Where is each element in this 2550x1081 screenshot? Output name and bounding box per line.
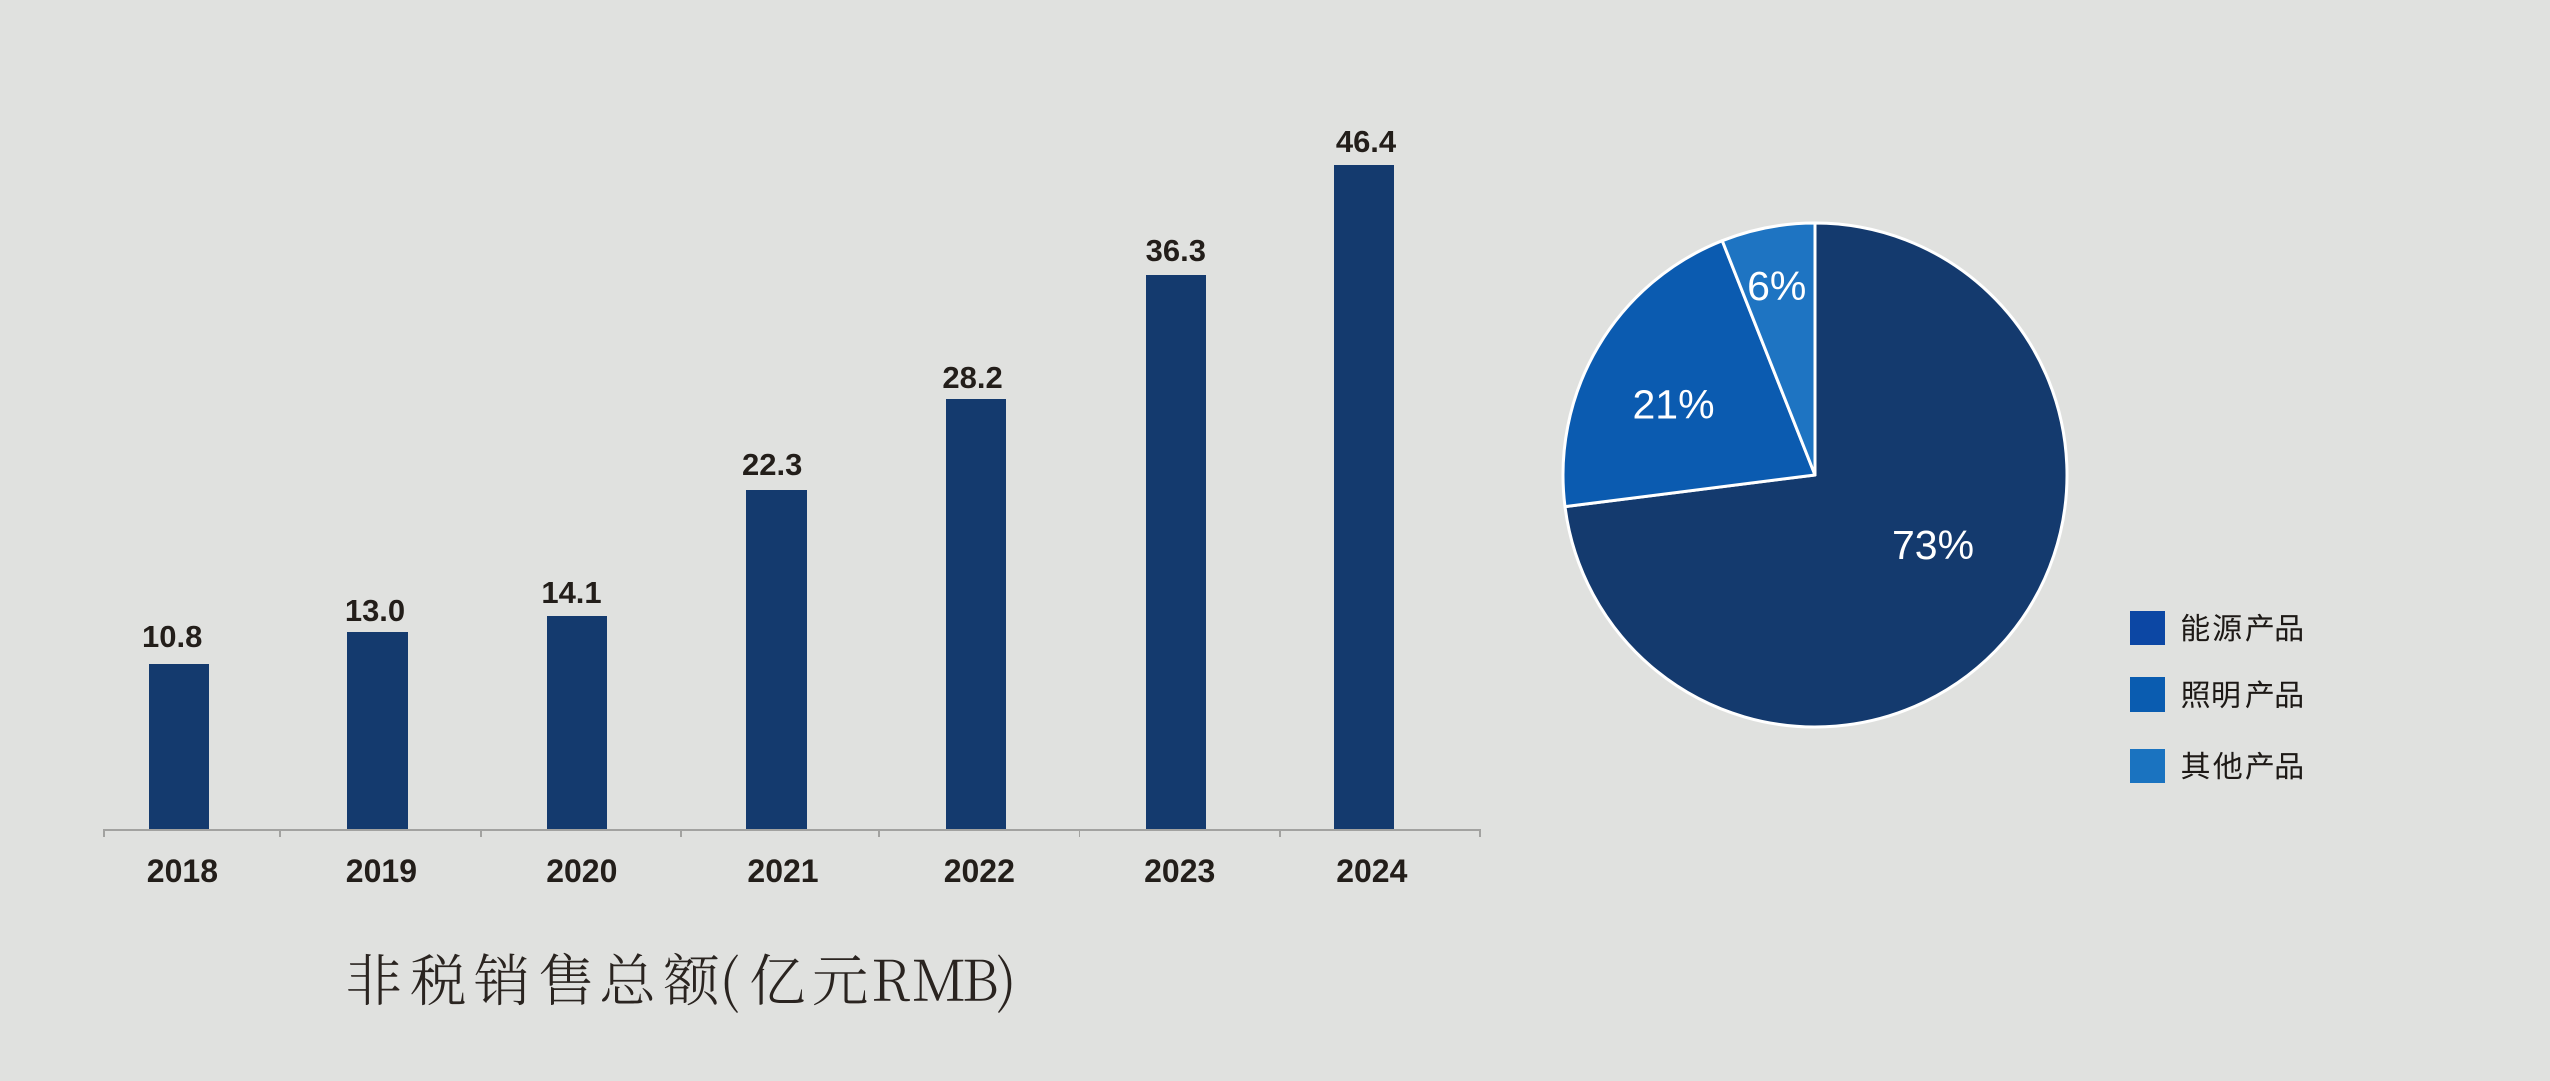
svg-text:73%: 73%	[1892, 522, 1974, 568]
svg-text:6%: 6%	[1747, 263, 1806, 309]
svg-text:21%: 21%	[1632, 382, 1714, 428]
